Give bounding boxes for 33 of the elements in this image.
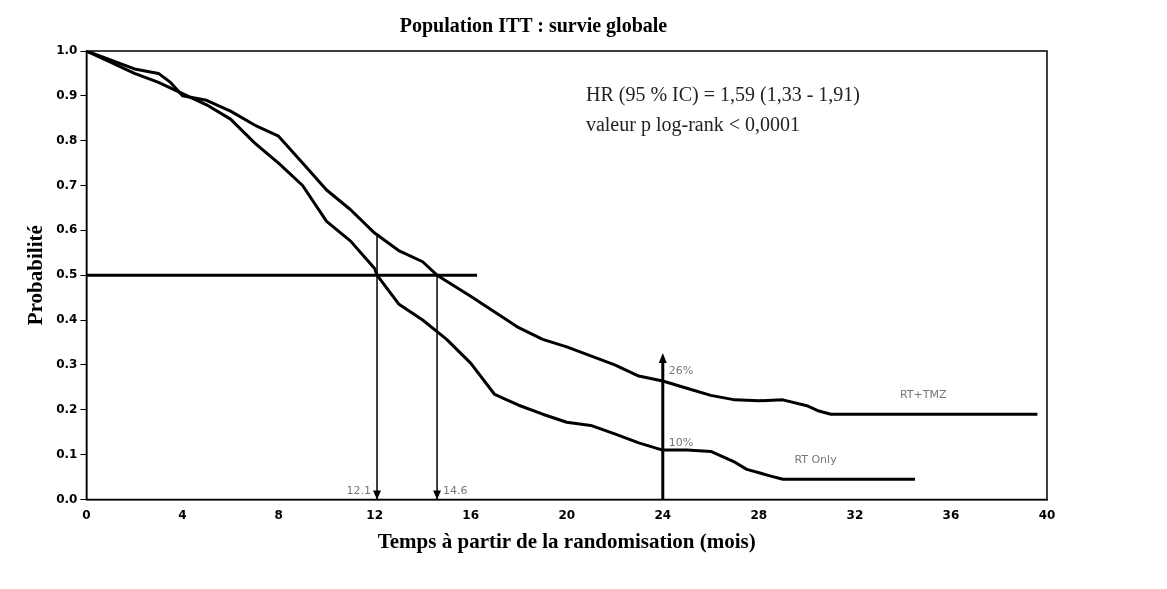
y-tick-label: 0.3 bbox=[56, 357, 78, 372]
annotation: valeur p log-rank < 0,0001 bbox=[585, 113, 800, 136]
x-tick-label: 16 bbox=[462, 507, 480, 522]
x-tick-label: 32 bbox=[846, 507, 864, 522]
x-tick-label: 24 bbox=[654, 507, 672, 522]
x-tick-label: 0 bbox=[82, 507, 91, 522]
x-tick-label: 4 bbox=[178, 507, 187, 522]
x-tick-label: 40 bbox=[1038, 507, 1056, 522]
x-axis-title: Temps à partir de la randomisation (mois) bbox=[377, 528, 756, 553]
y-tick-label: 0.4 bbox=[56, 312, 78, 327]
ref-line-label: 14.6 bbox=[443, 483, 468, 497]
series-label: RT Only bbox=[794, 452, 838, 466]
x-tick-label: 28 bbox=[750, 507, 768, 522]
y-tick-label: 0.8 bbox=[56, 132, 78, 147]
annotation: 26% bbox=[668, 364, 694, 378]
chart-title: Population ITT : survie globale bbox=[399, 14, 668, 38]
x-tick-label: 20 bbox=[558, 507, 576, 522]
y-axis-title: Probabilité bbox=[23, 225, 48, 326]
x-tick-label: 8 bbox=[274, 507, 283, 522]
annotation: HR (95 % IC) = 1,59 (1,33 - 1,91) bbox=[585, 83, 860, 106]
y-tick-label: 0.2 bbox=[56, 401, 78, 416]
ref-line-label: 12.1 bbox=[346, 483, 372, 497]
y-tick-label: 1.0 bbox=[56, 43, 78, 58]
annotation: 10% bbox=[668, 435, 694, 449]
y-tick-label: 0.1 bbox=[56, 446, 78, 461]
y-tick-label: 0.9 bbox=[56, 87, 78, 102]
series-label: RT+TMZ bbox=[900, 387, 948, 401]
y-tick-label: 0.5 bbox=[56, 267, 78, 282]
y-tick-label: 0.6 bbox=[56, 222, 78, 237]
x-tick-label: 12 bbox=[366, 507, 383, 522]
y-tick-label: 0.7 bbox=[56, 177, 78, 192]
y-tick-label: 0.0 bbox=[56, 491, 78, 506]
x-tick-label: 36 bbox=[942, 507, 960, 522]
